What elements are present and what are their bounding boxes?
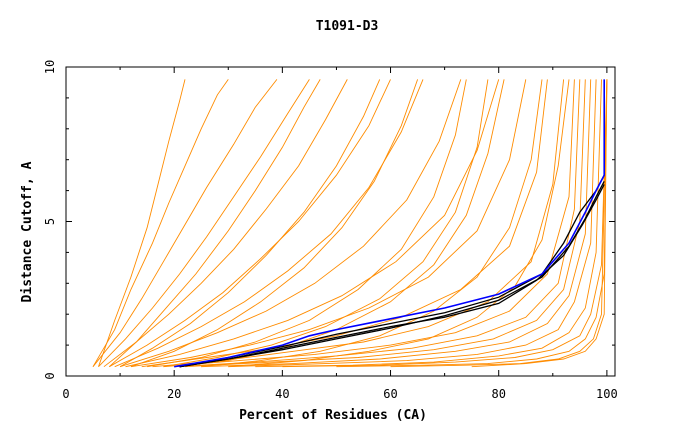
group-curve-26: [119, 79, 381, 368]
group-curve-29: [130, 79, 419, 368]
y-tick-label: 10: [43, 60, 57, 74]
group-curve-9: [125, 79, 500, 368]
group-curve-8: [119, 79, 462, 368]
group-curve-14: [174, 79, 581, 368]
x-tick-label: 100: [596, 387, 618, 401]
group-curves: [92, 79, 608, 368]
y-axis-label: Distance Cutoff, A: [20, 161, 35, 302]
group-curve-2: [98, 79, 186, 367]
y-axis-ticks: 0 5 10: [43, 60, 615, 380]
group-curve-7: [114, 79, 424, 368]
x-tick-label: 80: [491, 387, 505, 401]
x-axis-label: Percent of Residues (CA): [239, 408, 427, 423]
highlight-curve-2: [179, 174, 605, 368]
group-curve-19: [282, 79, 608, 368]
group-curve-3: [92, 79, 278, 367]
group-curve-28: [228, 79, 570, 368]
x-tick-label: 60: [383, 387, 397, 401]
chart-title: T1091-D3: [316, 19, 379, 34]
group-curve-17: [228, 79, 597, 368]
group-curve-25: [147, 79, 467, 368]
y-tick-label: 0: [43, 372, 57, 379]
group-curve-16: [201, 79, 592, 368]
highlight-curve-1: [179, 180, 605, 368]
group-curve-21: [390, 79, 608, 368]
x-tick-label: 20: [167, 387, 181, 401]
group-curve-30: [163, 79, 489, 368]
group-curve-23: [174, 79, 505, 368]
group-curve-10: [130, 79, 527, 368]
y-tick-label: 5: [43, 218, 57, 225]
group-curve-12: [152, 79, 565, 368]
group-curve-4: [98, 79, 310, 368]
x-axis-ticks: 0 20 40 60 80 100: [62, 67, 618, 401]
highlight-curve-3: [179, 184, 605, 368]
group-curve-5: [103, 79, 348, 368]
group-curve-22: [471, 79, 608, 368]
group-curve-27: [108, 79, 321, 368]
group-curve-1: [92, 79, 229, 367]
x-tick-label: 0: [62, 387, 69, 401]
group-curve-11: [141, 79, 548, 368]
group-curve-6: [109, 79, 391, 368]
highlight-curve-4: [174, 79, 606, 368]
x-tick-label: 40: [275, 387, 289, 401]
group-curve-20: [336, 79, 608, 368]
highlight-curves: [174, 79, 606, 368]
group-curve-24: [201, 79, 543, 368]
group-curve-18: [255, 79, 602, 368]
group-curve-13: [163, 79, 575, 368]
